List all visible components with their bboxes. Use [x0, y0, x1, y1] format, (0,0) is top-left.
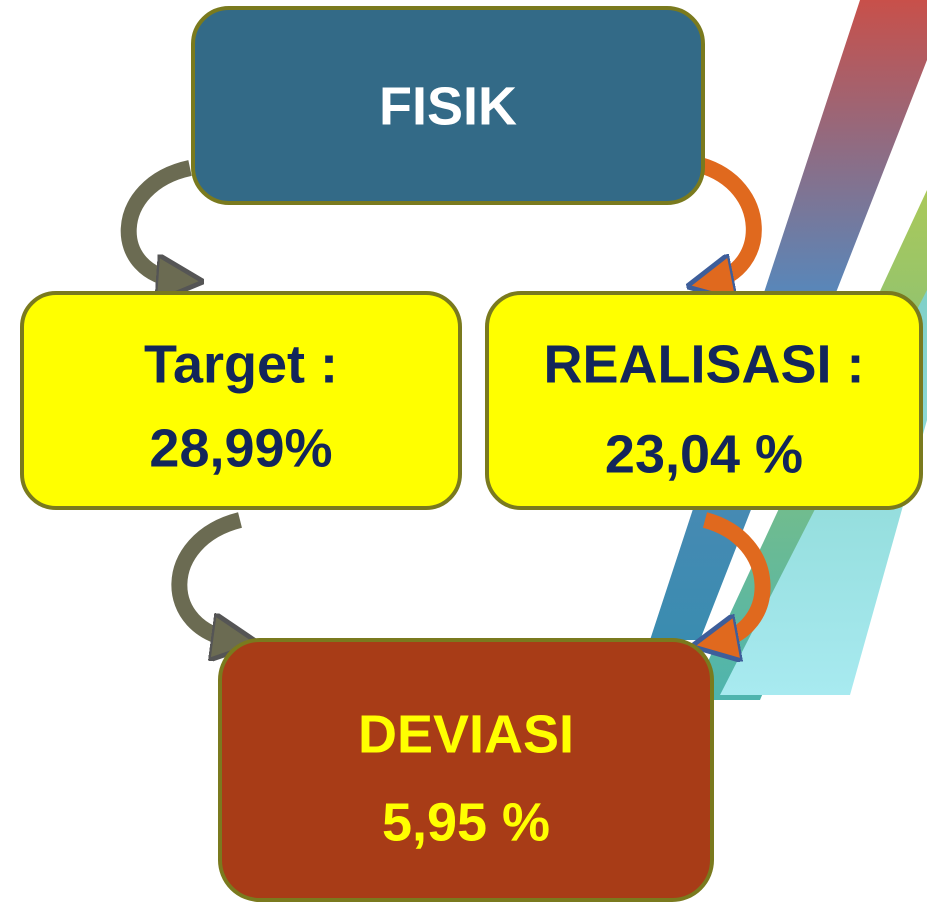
- arrow: [700, 157, 762, 282]
- node-label: Target :: [144, 334, 338, 394]
- node-box: [218, 638, 714, 902]
- node-label: 23,04 %: [605, 424, 803, 484]
- node-label: FISIK: [379, 76, 517, 136]
- node-box: [191, 6, 705, 205]
- arrow: [705, 512, 771, 642]
- node-box: [20, 291, 462, 510]
- node-box: [485, 291, 923, 510]
- node-label: DEVIASI: [358, 704, 574, 764]
- node-label: 5,95 %: [382, 792, 550, 852]
- arrow: [171, 512, 240, 640]
- node-label: REALISASI :: [543, 334, 864, 394]
- arrow: [120, 160, 190, 280]
- node-label: 28,99%: [149, 418, 332, 478]
